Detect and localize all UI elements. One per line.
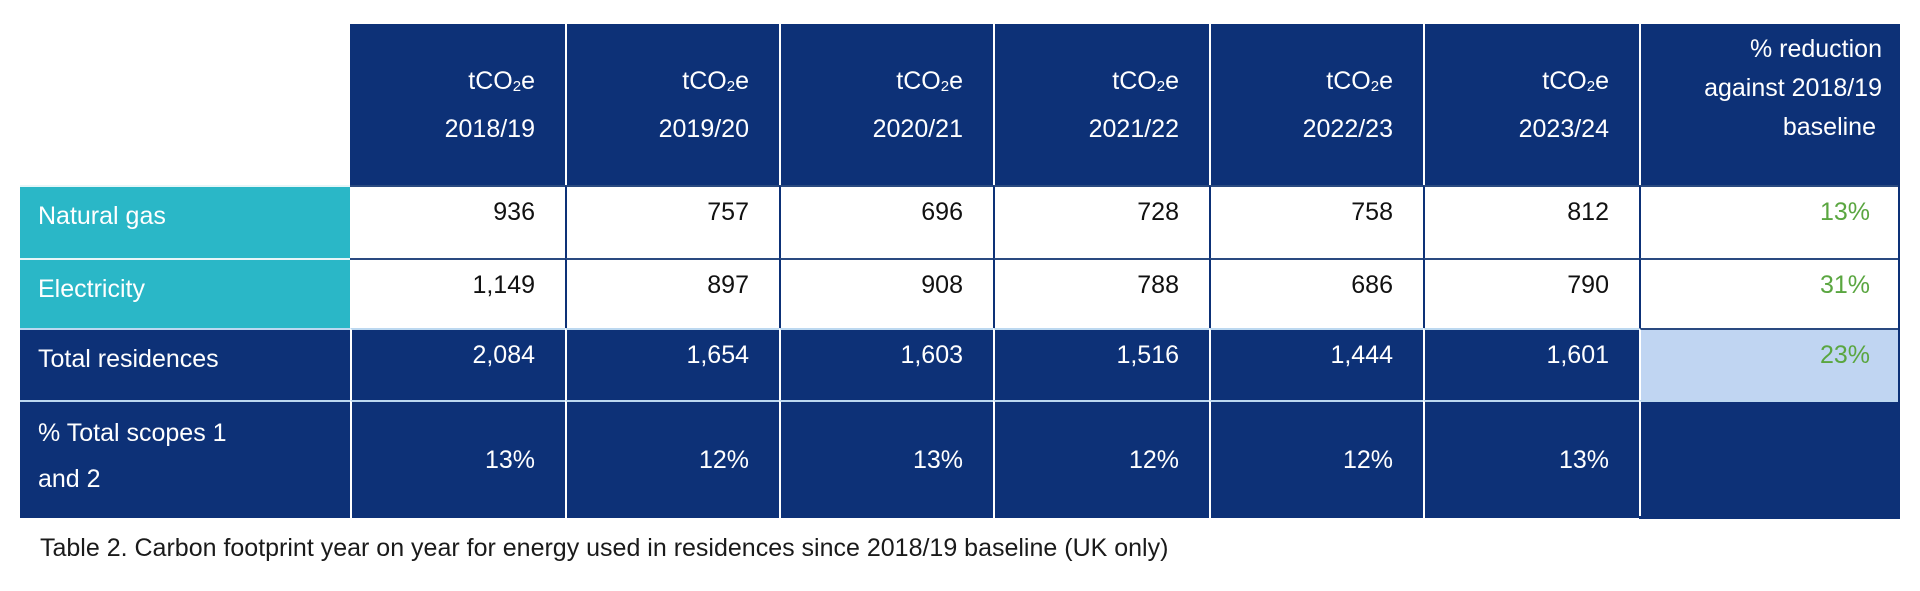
reduction-cell-highlighted: 23% bbox=[1639, 328, 1900, 400]
reduction-cell-empty bbox=[1639, 400, 1900, 518]
header-year: 2022/23 bbox=[1302, 114, 1393, 143]
header-unit: tCO2e bbox=[1326, 66, 1393, 95]
header-reduction-line3: baseline bbox=[1782, 113, 1876, 141]
header-year: 2018/19 bbox=[444, 114, 535, 143]
table-cell: 897 bbox=[565, 258, 779, 328]
header-reduction-line2: against 2018/19 bbox=[1704, 74, 1882, 102]
table-cell: 1,603 bbox=[779, 328, 993, 400]
row-label-line1: % Total scopes 1 bbox=[38, 419, 227, 447]
header-2018-19: tCO2e 2018/19 bbox=[350, 24, 565, 185]
table-cell: 757 bbox=[565, 185, 779, 258]
table-cell: 1,149 bbox=[350, 258, 565, 328]
header-2020-21: tCO2e 2020/21 bbox=[779, 24, 993, 185]
table-cell: 728 bbox=[993, 185, 1209, 258]
table-cell: 1,444 bbox=[1209, 328, 1423, 400]
header-unit: tCO2e bbox=[1112, 66, 1179, 95]
header-2019-20: tCO2e 2019/20 bbox=[565, 24, 779, 185]
header-reduction: % reduction against 2018/19 baseline bbox=[1639, 24, 1900, 185]
table-cell: 12% bbox=[1209, 400, 1423, 518]
row-label-natural-gas: Natural gas bbox=[20, 185, 350, 258]
row-label-total-scopes: % Total scopes 1 and 2 bbox=[20, 400, 350, 518]
header-2021-22: tCO2e 2021/22 bbox=[993, 24, 1209, 185]
header-unit: tCO2e bbox=[896, 66, 963, 95]
header-year: 2020/21 bbox=[872, 114, 963, 143]
table-bottom-border bbox=[1639, 516, 1900, 519]
table-cell: 686 bbox=[1209, 258, 1423, 328]
header-unit: tCO2e bbox=[1542, 66, 1609, 95]
header-year: 2023/24 bbox=[1518, 114, 1609, 143]
row-label-total-residences: Total residences bbox=[20, 328, 350, 400]
reduction-cell: 31% bbox=[1639, 258, 1900, 328]
row-label-electricity: Electricity bbox=[20, 258, 350, 328]
table-cell: 758 bbox=[1209, 185, 1423, 258]
table-cell: 908 bbox=[779, 258, 993, 328]
header-year: 2021/22 bbox=[1088, 114, 1179, 143]
table-cell: 2,084 bbox=[350, 328, 565, 400]
table-cell: 1,516 bbox=[993, 328, 1209, 400]
table-cell: 13% bbox=[1423, 400, 1639, 518]
table-cell: 13% bbox=[350, 400, 565, 518]
header-2022-23: tCO2e 2022/23 bbox=[1209, 24, 1423, 185]
table-cell: 1,601 bbox=[1423, 328, 1639, 400]
table-cell: 936 bbox=[350, 185, 565, 258]
table-cell: 696 bbox=[779, 185, 993, 258]
header-reduction-line1: % reduction bbox=[1749, 35, 1882, 63]
header-unit: tCO2e bbox=[468, 66, 535, 95]
row-label-line2: and 2 bbox=[38, 465, 101, 493]
table-cell: 790 bbox=[1423, 258, 1639, 328]
table-caption: Table 2. Carbon footprint year on year f… bbox=[40, 534, 1169, 562]
table-cell: 12% bbox=[565, 400, 779, 518]
header-year: 2019/20 bbox=[658, 114, 749, 143]
table-cell: 788 bbox=[993, 258, 1209, 328]
carbon-footprint-table: tCO2e 2018/19 tCO2e 2019/20 tCO2e 2020/2… bbox=[20, 24, 1900, 519]
table-cell: 12% bbox=[993, 400, 1209, 518]
table-right-border bbox=[1898, 185, 1900, 518]
header-2023-24: tCO2e 2023/24 bbox=[1423, 24, 1639, 185]
reduction-cell: 13% bbox=[1639, 185, 1900, 258]
table-cell: 1,654 bbox=[565, 328, 779, 400]
table-cell: 13% bbox=[779, 400, 993, 518]
header-unit: tCO2e bbox=[682, 66, 749, 95]
table-cell: 812 bbox=[1423, 185, 1639, 258]
